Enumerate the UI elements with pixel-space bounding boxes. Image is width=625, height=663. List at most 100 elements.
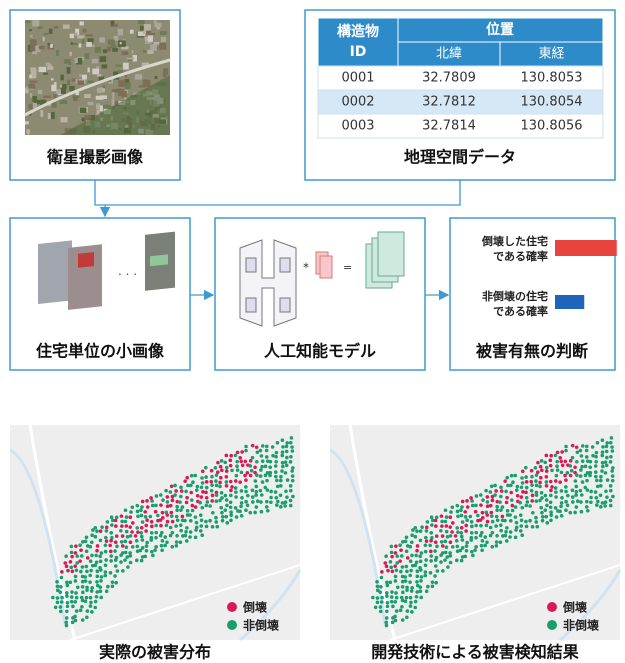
house-dot <box>373 605 378 610</box>
house-dot <box>595 441 600 445</box>
house-dot <box>580 464 584 469</box>
house-dot <box>274 459 278 464</box>
house-dot <box>596 499 600 504</box>
house-dot <box>549 513 554 517</box>
house-dot <box>281 445 285 449</box>
house-dot <box>169 484 174 489</box>
sat-patch <box>115 88 122 93</box>
house-dot <box>506 483 510 488</box>
house-dot <box>170 530 175 535</box>
house-dot <box>393 564 397 568</box>
house-dot <box>408 604 413 608</box>
house-dot <box>568 458 573 463</box>
house-dot <box>244 508 248 513</box>
house-dot <box>95 544 100 548</box>
house-dot <box>534 479 538 483</box>
house-dot <box>459 513 464 518</box>
house-dot <box>538 498 542 503</box>
house-dot <box>290 474 295 478</box>
house-dot <box>378 605 383 609</box>
house-dot <box>108 549 113 554</box>
sat-patch <box>30 34 33 38</box>
house-dot <box>279 505 283 509</box>
house-dot <box>555 450 560 455</box>
house-dot <box>276 499 280 504</box>
house-dot <box>474 503 478 508</box>
sat-patch <box>137 31 146 37</box>
house-dot <box>599 474 603 479</box>
house-dot <box>145 540 149 545</box>
caption: 衛星撮影画像 <box>46 148 144 167</box>
house-dot <box>563 459 568 464</box>
house-dot <box>480 548 484 553</box>
house-dot <box>439 560 443 564</box>
sat-patch <box>95 95 104 100</box>
house-dot <box>290 445 294 449</box>
house-dot <box>291 466 295 470</box>
house-dot <box>411 528 415 532</box>
house-dot <box>588 473 592 478</box>
house-dot <box>580 480 585 484</box>
house-dot <box>120 544 125 548</box>
house-dot <box>203 465 208 470</box>
house-dot <box>184 529 188 534</box>
house-dot <box>73 574 78 579</box>
sat-patch <box>52 84 57 92</box>
house-dot <box>55 584 60 589</box>
house-dot <box>408 544 413 549</box>
house-dot <box>574 489 579 494</box>
house-dot <box>103 570 108 574</box>
house-dot <box>275 503 279 507</box>
house-dot <box>139 558 144 563</box>
house-dot <box>564 508 568 513</box>
house-dot <box>215 524 220 529</box>
house-dot <box>64 620 69 625</box>
house-dot <box>245 503 250 508</box>
house-dot <box>408 559 413 564</box>
house-dot <box>604 449 609 454</box>
house-dot <box>94 560 99 565</box>
house-dot <box>198 529 203 533</box>
sat-patch <box>63 59 71 64</box>
house-dot <box>465 499 469 503</box>
map-river <box>559 569 622 642</box>
house-dot <box>104 525 109 530</box>
house-dot <box>495 504 499 509</box>
house-dot <box>400 598 405 603</box>
house-dot <box>463 514 468 519</box>
sat-patch <box>153 41 160 45</box>
house-dot <box>83 599 88 604</box>
house-dot <box>554 495 558 499</box>
house-dot <box>139 534 144 539</box>
house-dot <box>394 568 399 573</box>
house-dot <box>79 595 84 600</box>
house-dot <box>448 525 453 529</box>
house-dot <box>543 493 548 498</box>
house-dot <box>413 534 418 539</box>
house-dot <box>505 526 509 530</box>
house-dot <box>280 438 285 443</box>
house-dot <box>419 595 424 600</box>
house-dot <box>533 466 538 470</box>
house-dot <box>53 605 58 610</box>
sat-patch <box>40 99 47 106</box>
house-dot <box>474 523 478 528</box>
house-dot <box>549 488 553 493</box>
house-dot <box>605 441 610 445</box>
house-dot <box>219 459 224 463</box>
house-dot <box>499 494 503 499</box>
house-dot <box>80 598 85 603</box>
house-dot <box>540 510 544 515</box>
house-dot <box>448 553 453 558</box>
house-dot <box>145 505 150 509</box>
house-dot <box>401 540 405 544</box>
house-dot <box>239 504 243 509</box>
house-dot <box>70 590 74 594</box>
house-dot <box>288 484 293 488</box>
house-dot <box>193 473 198 478</box>
prob-label: である確率 <box>493 249 548 263</box>
sat-patch <box>37 89 43 95</box>
house-dot <box>161 498 165 502</box>
house-dot <box>514 528 518 532</box>
house-dot <box>504 539 509 543</box>
